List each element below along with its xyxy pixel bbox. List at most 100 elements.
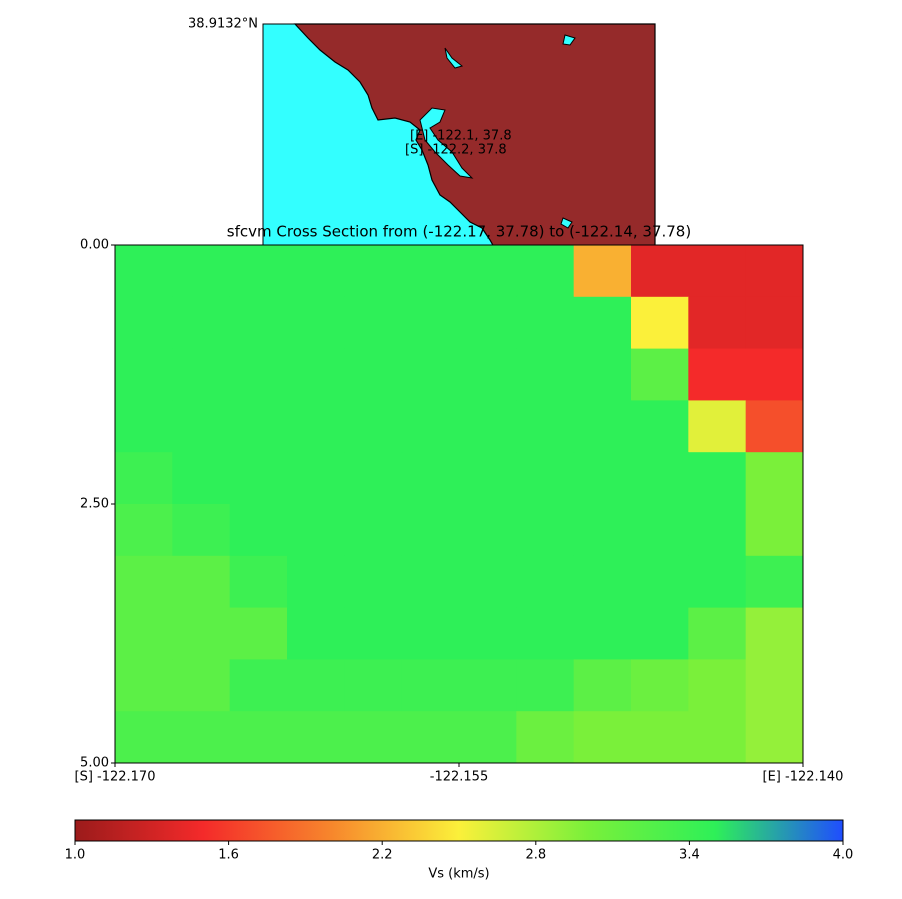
map-point-label: [E] -122.1, 37.8 [410,129,512,144]
x-tick-label: [E] -122.140 [763,770,844,785]
heatmap-cell [516,659,575,712]
heatmap-cell [401,607,460,660]
heatmap-cell [459,555,517,609]
heatmap-cell [287,659,345,712]
heatmap-cell [688,659,747,712]
heatmap-cell [516,245,575,298]
heatmap-cell [401,348,460,401]
heatmap-cell [631,245,689,298]
heatmap-cell [573,711,632,764]
heatmap-cell [688,504,747,557]
heatmap-cell [229,296,288,350]
heatmap-cell [229,348,288,401]
heatmap-cell [459,607,517,660]
heatmap-cell [688,400,747,453]
heatmap-cell [631,452,689,505]
heatmap-cell [287,452,345,505]
colorbar-tick-label: 2.2 [372,848,393,863]
heatmap-cell [115,245,173,298]
heatmap-cell [344,659,403,712]
heatmap-cell [287,607,345,660]
heatmap-cell [459,504,517,557]
heatmap-cell [172,555,231,609]
heatmap-cell [688,348,747,401]
heatmap-cell [115,452,173,505]
heatmap-cell [516,296,575,350]
heatmap-cell [401,659,460,712]
heatmap-cell [745,348,804,401]
heatmap-cell [688,555,747,609]
heatmap-cell [229,400,288,453]
heatmap-cell [172,711,231,764]
heatmap-cell [573,555,632,609]
heatmap-cell [287,348,345,401]
heatmap-cell [172,659,231,712]
heatmap-cell [172,348,231,401]
colorbar [74,819,844,842]
map-lat-label: 38.9132°N [188,17,258,32]
heatmap-cell [573,607,632,660]
heatmap-cell [115,659,173,712]
heatmap-cell [344,245,403,298]
heatmap-cell [115,348,173,401]
heatmap-cell [344,711,403,764]
heatmap-cell [631,504,689,557]
heatmap-cell [459,348,517,401]
heatmap-cell [115,296,173,350]
y-tick-label: 2.50 [80,497,109,512]
heatmap-cell [459,296,517,350]
heatmap-cell [745,659,804,712]
heatmap-cell [344,296,403,350]
map-bay [419,107,474,179]
heatmap-cell [516,452,575,505]
heatmap-cell [344,607,403,660]
heatmap-cell [172,607,231,660]
heatmap-cell [573,504,632,557]
heatmap-cell [459,400,517,453]
heatmap-cell [573,452,632,505]
heatmap-cell [573,245,632,298]
chart-title: sfcvm Cross Section from (-122.17, 37.78… [227,223,691,241]
heatmap-cell [172,245,231,298]
colorbar-tick-label: 2.8 [525,848,546,863]
heatmap-cell [573,296,632,350]
map-lake [560,217,573,229]
heatmap-cell [172,504,231,557]
heatmap-cell [401,400,460,453]
heatmap-cell [229,607,288,660]
heatmap-cell [287,245,345,298]
heatmap-cell [631,400,689,453]
heatmap-cell [459,245,517,298]
heatmap-cell [688,452,747,505]
heatmap-cell [229,659,288,712]
heatmap-cell [172,400,231,453]
heatmap-cell [401,711,460,764]
heatmap-cell [287,400,345,453]
heatmap-cell [573,659,632,712]
heatmap-cell [344,452,403,505]
heatmap-cell [688,296,747,350]
heatmap-cell [459,452,517,505]
y-tick-label: 0.00 [80,238,109,253]
heatmap-cell [172,296,231,350]
heatmap-cell [287,711,345,764]
heatmap-cell [745,555,804,609]
inset-map: 38.9132°N [E] -122.1, 37.8 [S] -122.2, 3… [188,17,656,255]
heatmap-cell [516,555,575,609]
x-tick-label: [S] -122.170 [75,770,156,785]
heatmap-cell [631,659,689,712]
heatmap-cell [229,504,288,557]
y-tick-label: 5.00 [80,756,109,771]
colorbar-tick-label: 1.0 [65,848,86,863]
heatmap-cell [115,504,173,557]
heatmap-cell [573,400,632,453]
heatmap-cell [631,607,689,660]
heatmap-cell [229,555,288,609]
heatmap-cell [229,452,288,505]
heatmap-cell [229,711,288,764]
heatmap-cell [516,504,575,557]
heatmap-cell [287,555,345,609]
heatmap-cell [287,296,345,350]
map-lake [562,34,576,46]
